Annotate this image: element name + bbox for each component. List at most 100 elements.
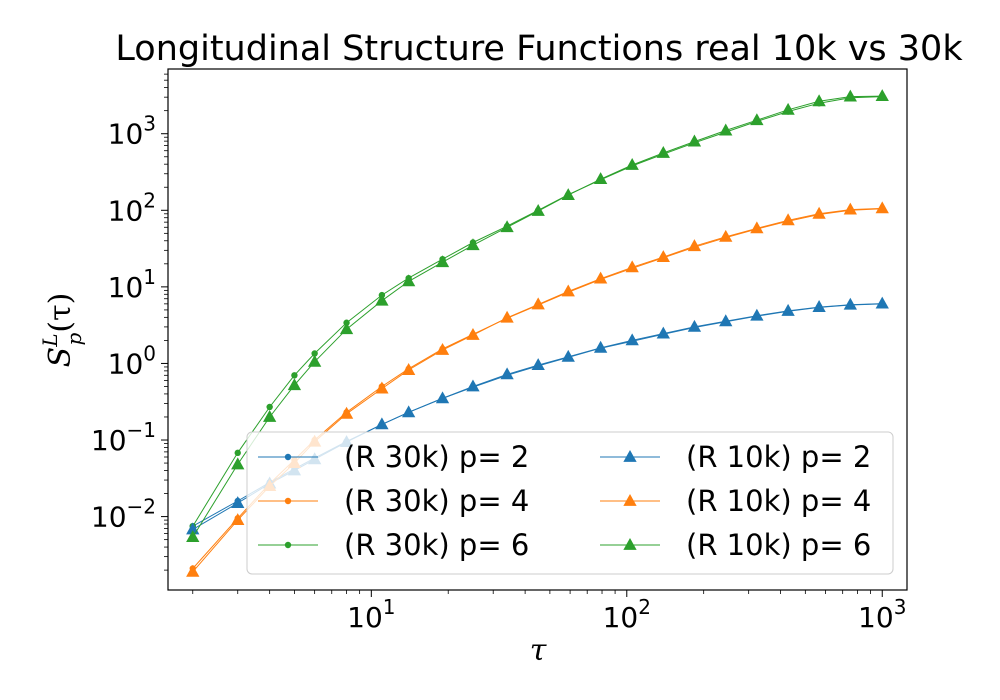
data-point [375,381,389,394]
data-point [750,113,764,126]
data-point [656,145,670,158]
data-point [435,342,450,355]
x-tick-label: 101 [347,595,395,634]
data-point [687,319,702,332]
legend-marker [623,450,637,462]
data-point [719,229,733,242]
data-point [186,530,200,542]
data-point [435,255,450,268]
data-point [561,349,575,362]
data-point [875,296,889,309]
data-point [781,102,795,115]
data-point [375,417,389,430]
data-point [375,293,389,306]
y-axis-label-arg: (τ) [43,293,78,333]
y-tick-label-base: 10 [108,347,144,380]
y-tick-label: 102 [108,188,156,227]
legend-label: (R 30k) p= 4 [344,484,529,518]
data-point [719,123,733,136]
legend-box [246,431,894,575]
data-point [625,333,639,346]
x-axis-label: τ [530,633,547,668]
y-tick-label-exponent: −1 [127,418,156,442]
legend-marker [623,494,637,506]
x-tick-label: 102 [603,595,651,634]
data-point [401,363,416,375]
y-tick-label-exponent: 0 [143,341,156,365]
data-point [339,406,354,419]
data-point [401,405,416,418]
data-point [186,564,200,577]
y-axis-label-superscript: L [38,333,62,347]
data-point [781,303,795,316]
chart-title: Longitudinal Structure Functions real 10… [115,29,963,69]
x-tick-label-base: 10 [347,601,383,634]
legend-label: (R 30k) p= 2 [344,440,529,474]
y-tick-label: 10−2 [91,495,156,534]
y-tick-label-exponent: 3 [143,112,156,136]
y-tick-label: 10−1 [91,418,156,457]
legend-label: (R 10k) p= 4 [686,484,871,518]
data-point [843,297,857,310]
legend-marker [284,497,292,505]
data-point [531,297,545,310]
data-point [625,158,639,170]
legend-label: (R 30k) p= 6 [344,528,529,562]
y-tick-label-exponent: 2 [143,188,156,212]
y-tick-label-exponent: −2 [127,495,156,519]
data-point [231,457,245,470]
data-point [500,220,514,233]
data-point [656,250,670,262]
axes-frame [167,68,908,591]
legend-label: (R 10k) p= 6 [686,528,871,562]
legend-marker [284,453,292,461]
data-point [812,300,826,312]
data-point [231,496,245,509]
x-tick-label-exponent: 3 [894,595,907,619]
data-point [231,513,245,525]
data-point [466,328,480,340]
data-point [625,260,639,273]
data-point [311,350,318,357]
x-tick-label-base: 10 [858,601,894,634]
data-point [812,94,826,107]
data-point [781,213,795,226]
data-point [263,409,277,422]
data-point [531,358,545,371]
data-point [843,89,857,102]
svg-text:SLp(τ): SLp(τ) [38,293,86,368]
x-tick-label: 103 [858,595,906,634]
data-point [593,172,608,185]
y-tick-label-base: 10 [91,424,127,457]
x-tick-label-exponent: 1 [383,595,396,619]
data-point [266,403,273,411]
legend-marker [623,538,637,550]
data-point [593,271,608,284]
y-tick-label: 100 [108,341,156,380]
data-point [435,391,450,404]
y-tick-label-base: 10 [91,501,127,534]
y-axis-label-subscript: p [62,332,86,345]
data-point [593,340,608,353]
data-point [466,379,480,392]
data-point [466,238,480,251]
data-point [561,284,575,297]
data-point [719,314,733,327]
legend-label: (R 10k) p= 2 [686,440,871,474]
data-point [291,372,298,379]
data-point [656,326,670,339]
data-point [561,188,575,200]
data-point [750,308,764,321]
data-point [875,89,889,101]
data-point [531,203,545,216]
y-tick-label-exponent: 1 [143,265,156,289]
y-tick-label: 101 [108,265,156,304]
data-point [687,134,702,147]
y-tick-label-base: 10 [108,194,144,227]
data-point [339,322,354,335]
data-point [843,202,857,215]
x-tick-label-exponent: 2 [638,595,651,619]
x-tick-label-base: 10 [603,601,639,634]
data-point [687,239,702,252]
